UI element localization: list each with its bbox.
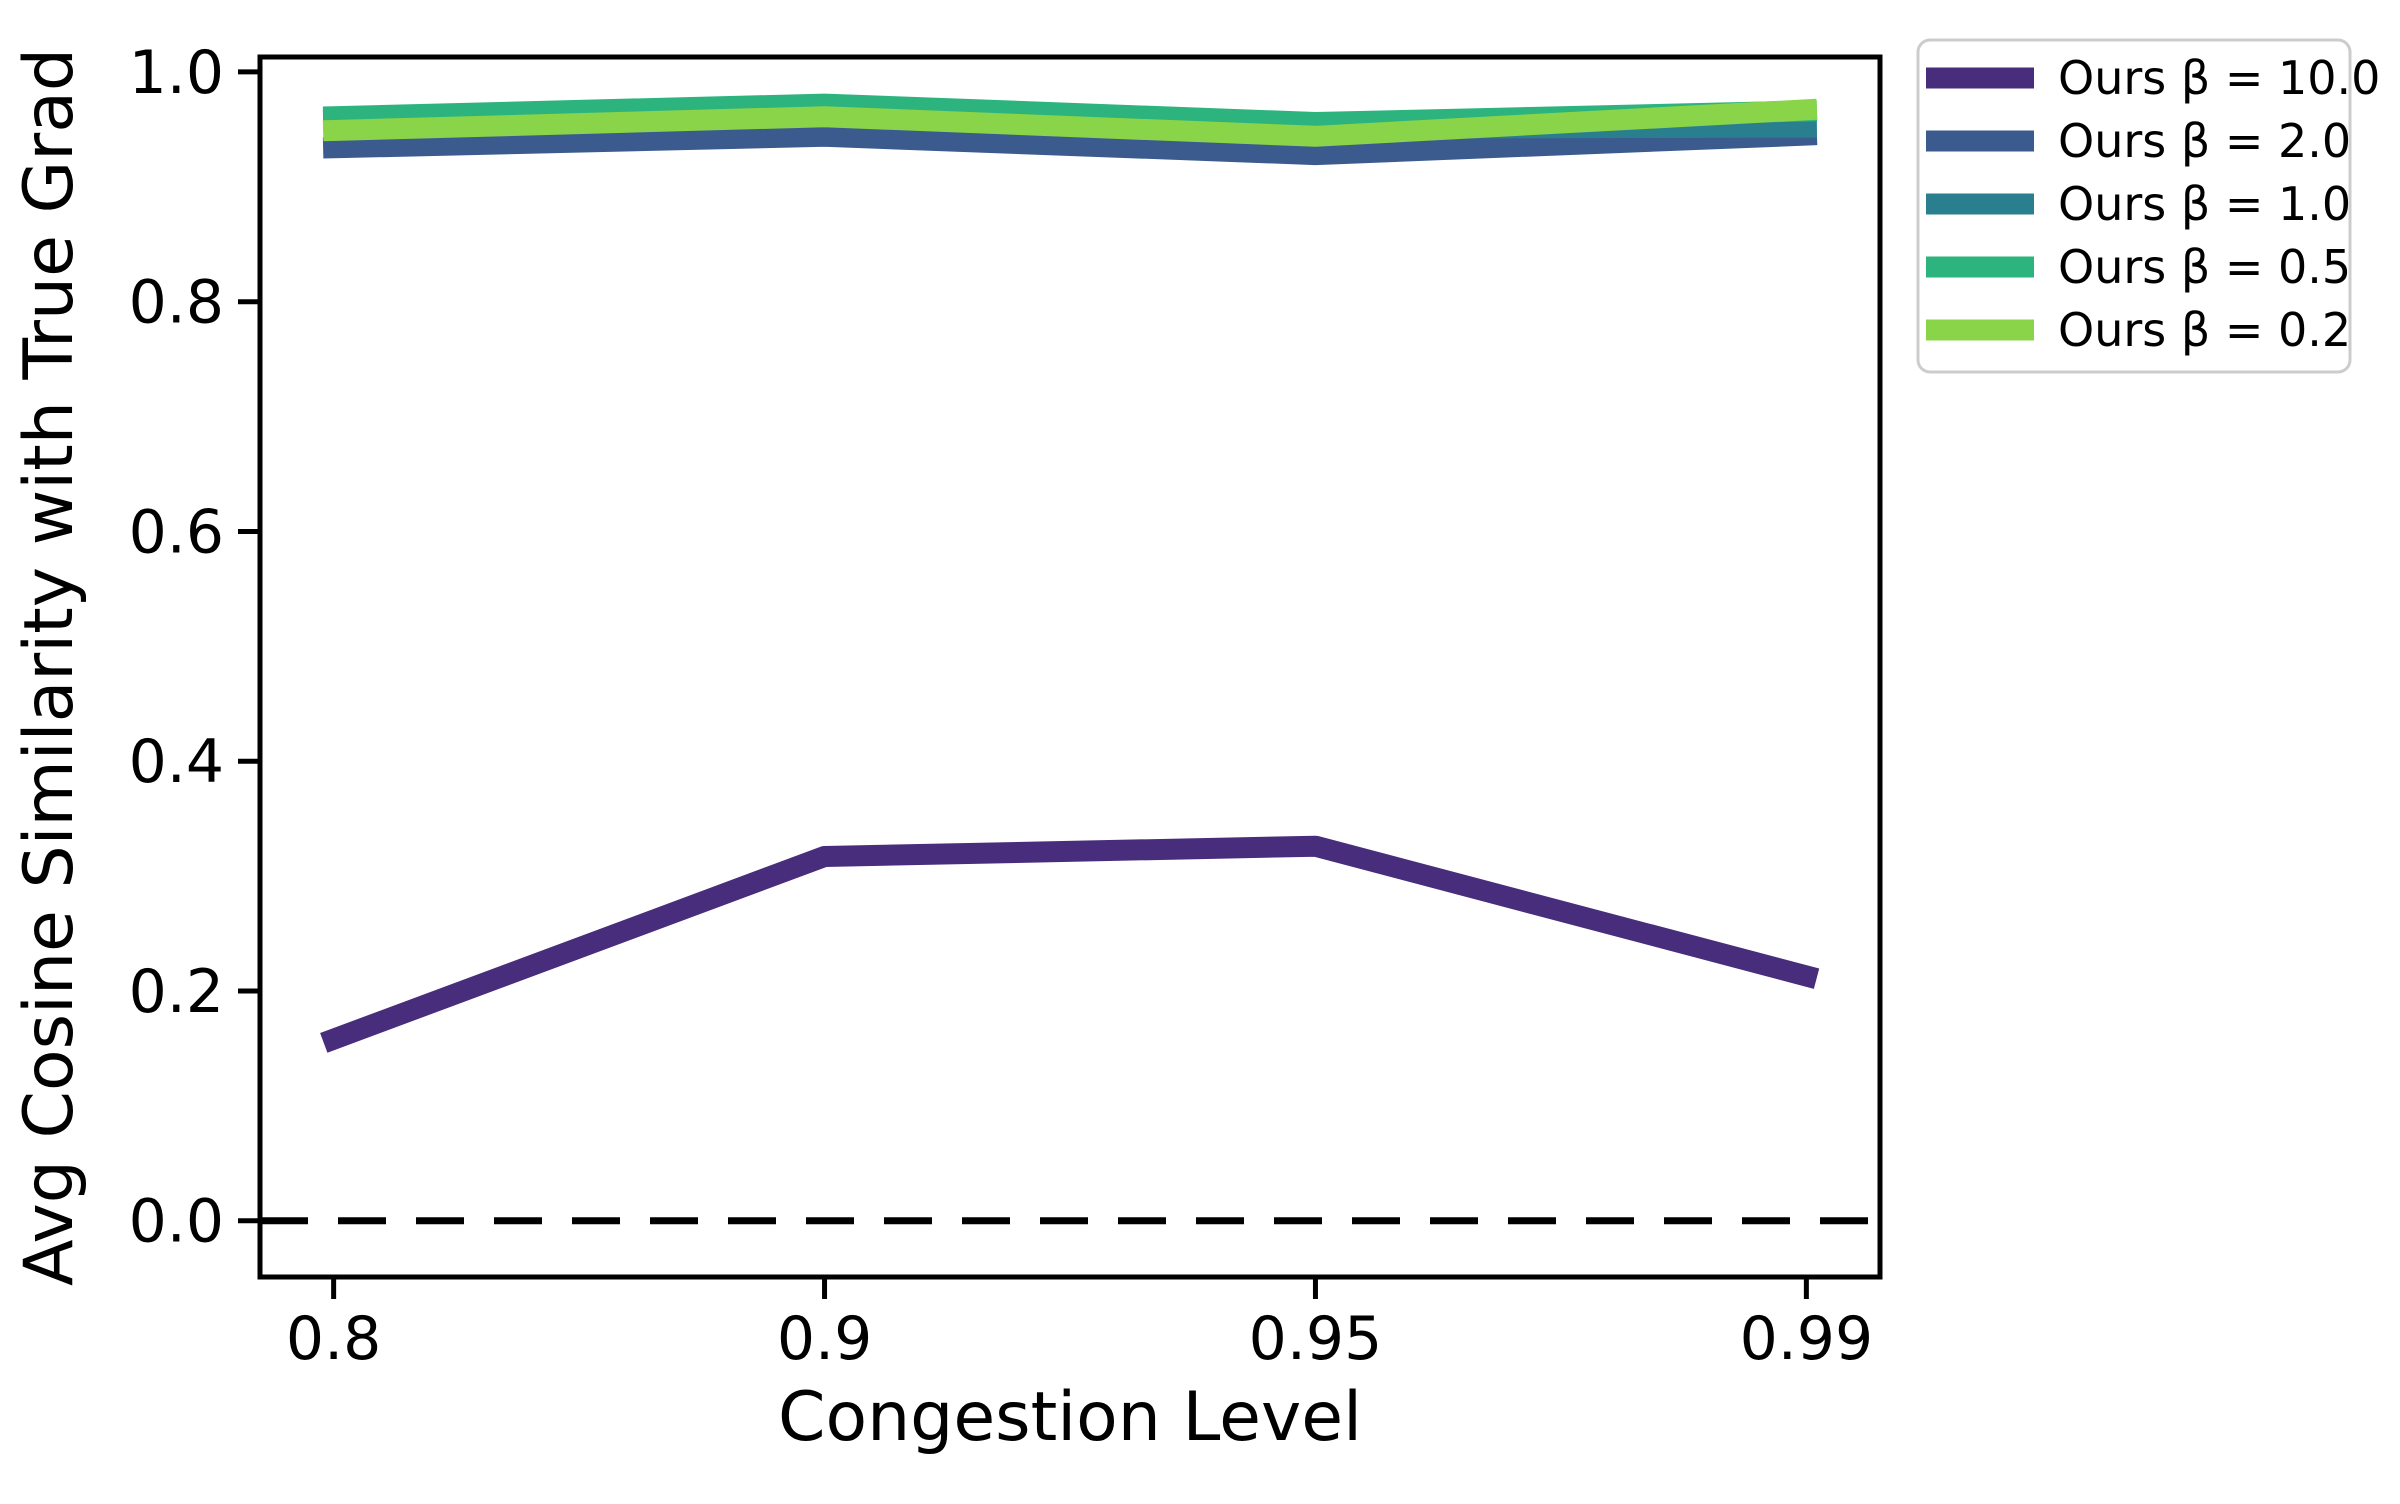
legend-label: Ours β = 10.0 bbox=[2058, 51, 2380, 105]
y-tick-label: 1.0 bbox=[129, 38, 224, 108]
legend-entry: Ours β = 1.0 bbox=[1926, 177, 2351, 231]
legend-entry: Ours β = 0.5 bbox=[1926, 240, 2351, 294]
series-line-4 bbox=[322, 98, 1818, 147]
y-tick-label: 0.8 bbox=[129, 268, 224, 338]
legend-label: Ours β = 1.0 bbox=[2058, 177, 2351, 231]
series-line-0 bbox=[320, 835, 1820, 1053]
legend-label: Ours β = 0.2 bbox=[2058, 303, 2351, 357]
x-tick-label: 0.95 bbox=[1249, 1304, 1383, 1374]
legend-box bbox=[1916, 38, 2352, 374]
x-axis-label: Congestion Level bbox=[778, 1378, 1362, 1457]
legend-entry: Ours β = 0.2 bbox=[1926, 303, 2351, 357]
y-tick-label: 0.6 bbox=[129, 497, 224, 567]
x-tick-label: 0.8 bbox=[286, 1304, 381, 1374]
legend-entry: Ours β = 10.0 bbox=[1926, 51, 2380, 105]
plot-border bbox=[257, 54, 1883, 1280]
y-axis: 0.0 0.2 0.4 0.6 0.8 1.0 bbox=[129, 38, 260, 1257]
legend-label: Ours β = 0.5 bbox=[2058, 240, 2351, 294]
y-tick-label: 0.4 bbox=[129, 727, 224, 797]
x-axis: 0.8 0.9 0.95 0.99 bbox=[286, 1277, 1873, 1374]
legend-entry: Ours β = 2.0 bbox=[1926, 114, 2351, 168]
legend-label: Ours β = 2.0 bbox=[2058, 114, 2351, 168]
y-tick-label: 0.2 bbox=[129, 957, 224, 1027]
x-tick-label: 0.99 bbox=[1740, 1304, 1874, 1374]
series-line-1 bbox=[322, 124, 1818, 166]
y-axis-label: Avg Cosine Similarity with True Grad bbox=[10, 48, 89, 1286]
legend: Ours β = 10.0 Ours β = 2.0 Ours β = 1.0 Our… bbox=[1916, 38, 2380, 374]
x-tick-label: 0.9 bbox=[777, 1304, 872, 1374]
series-lines bbox=[320, 93, 1820, 1053]
legend-entries: Ours β = 10.0 Ours β = 2.0 Ours β = 1.0 Our… bbox=[1926, 51, 2380, 357]
y-tick-label: 0.0 bbox=[129, 1187, 224, 1257]
